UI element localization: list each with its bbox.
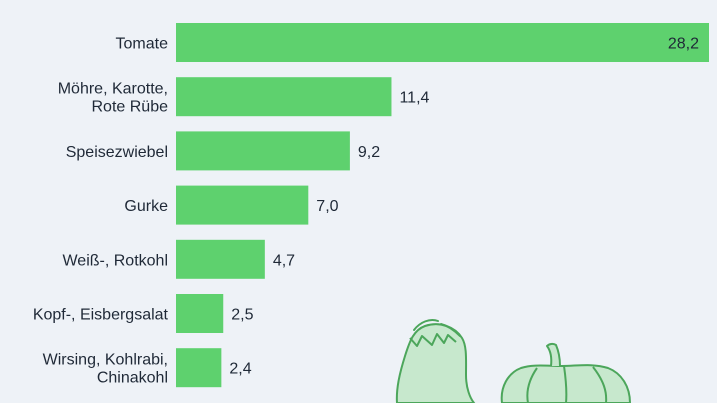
bar-5: [176, 239, 265, 279]
category-label-5: Weiß-, Rotkohl: [62, 252, 168, 269]
category-label-2: Möhre, Karotte, Rote Rübe: [58, 81, 168, 116]
value-label-4: 7,0: [316, 198, 338, 215]
bar-2: [176, 77, 392, 117]
bar-4: [176, 185, 309, 225]
value-label-5: 4,7: [273, 252, 295, 269]
value-label-6: 2,5: [231, 307, 253, 324]
eggplant-icon: [395, 319, 476, 403]
value-label-1: 28,2: [668, 36, 699, 53]
category-label-4: Gurke: [124, 198, 168, 215]
value-label-2: 11,4: [399, 90, 429, 107]
bar-1: [176, 23, 709, 62]
bar-3: [176, 131, 350, 171]
category-label-1: Tomate: [116, 36, 169, 53]
value-label-7: 2,4: [229, 361, 251, 378]
category-label-6: Kopf-, Eisbergsalat: [33, 307, 169, 324]
value-label-3: 9,2: [358, 144, 380, 161]
pumpkin-icon: [500, 342, 632, 403]
bars-layer: Tomate 28,2 Möhre, Karotte, Rote Rübe 11,4 Sp…: [33, 23, 709, 388]
category-label-3: Speisezwiebel: [66, 144, 168, 161]
bar-7: [176, 348, 222, 388]
bar-6: [176, 294, 224, 333]
category-label-7: Wirsing, Kohlrabi, Chinakohl: [43, 352, 168, 387]
vegetable-illustrations: [395, 319, 632, 403]
